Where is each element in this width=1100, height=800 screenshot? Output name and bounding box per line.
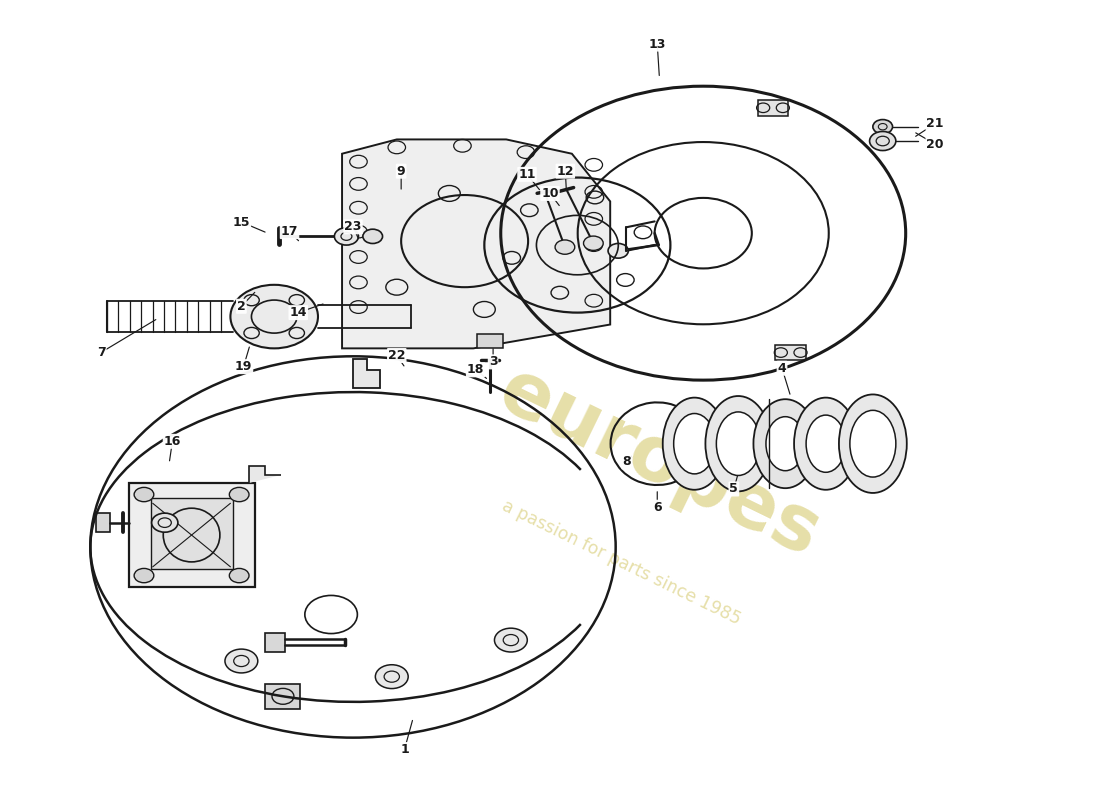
Text: 7: 7 (97, 346, 106, 359)
Bar (96, 513, 110, 532)
Ellipse shape (850, 410, 895, 477)
Circle shape (224, 649, 257, 673)
Circle shape (375, 665, 408, 689)
Text: 8: 8 (623, 455, 631, 469)
Bar (151, 498, 232, 570)
Bar (129, 483, 254, 586)
Text: 20: 20 (926, 138, 944, 150)
Ellipse shape (766, 417, 805, 470)
Text: 10: 10 (541, 187, 559, 200)
Text: 23: 23 (344, 220, 362, 234)
Bar (265, 684, 300, 709)
Text: 21: 21 (926, 117, 944, 130)
Text: 2: 2 (236, 300, 245, 313)
Ellipse shape (794, 398, 858, 490)
Ellipse shape (716, 412, 760, 475)
Bar (758, 100, 789, 116)
Text: 1: 1 (400, 743, 409, 756)
Circle shape (230, 285, 318, 348)
Polygon shape (342, 139, 610, 348)
Circle shape (495, 628, 527, 652)
Text: a passion for parts since 1985: a passion for parts since 1985 (498, 497, 744, 629)
Text: 18: 18 (466, 363, 484, 376)
Text: 3: 3 (488, 355, 497, 368)
Text: 16: 16 (164, 435, 182, 448)
Circle shape (556, 240, 575, 254)
Circle shape (363, 229, 383, 243)
Circle shape (229, 569, 249, 582)
Text: 13: 13 (649, 38, 666, 50)
Polygon shape (353, 358, 380, 388)
Circle shape (583, 236, 603, 250)
Text: 6: 6 (653, 501, 661, 514)
Circle shape (134, 569, 154, 582)
Text: 19: 19 (235, 360, 252, 373)
Bar (265, 633, 285, 652)
Text: 12: 12 (557, 165, 574, 178)
Text: 9: 9 (397, 165, 406, 178)
Text: europes: europes (486, 354, 833, 573)
Bar (776, 345, 806, 361)
Ellipse shape (839, 394, 906, 493)
Circle shape (334, 228, 359, 245)
Text: 15: 15 (232, 215, 250, 229)
Text: 4: 4 (778, 362, 786, 374)
Ellipse shape (673, 414, 715, 474)
Text: 22: 22 (388, 349, 406, 362)
Polygon shape (249, 466, 280, 483)
Circle shape (152, 513, 178, 532)
Ellipse shape (754, 399, 817, 488)
Text: 17: 17 (280, 225, 298, 238)
Text: 5: 5 (729, 482, 738, 495)
Ellipse shape (662, 398, 726, 490)
Text: 11: 11 (518, 168, 536, 181)
Bar (476, 334, 503, 348)
Ellipse shape (806, 415, 846, 472)
Circle shape (873, 119, 892, 134)
Circle shape (134, 487, 154, 502)
Circle shape (608, 243, 628, 258)
Text: 14: 14 (289, 306, 307, 319)
Ellipse shape (705, 396, 771, 491)
Circle shape (870, 131, 895, 150)
Circle shape (229, 487, 249, 502)
